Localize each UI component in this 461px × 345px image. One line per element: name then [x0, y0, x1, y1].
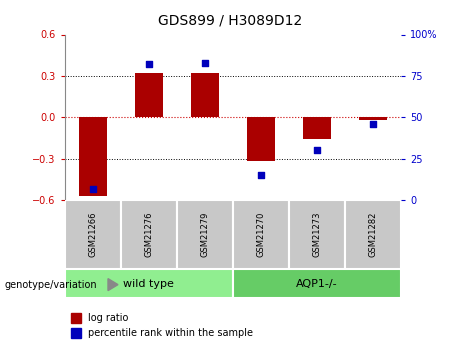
Bar	[71, 328, 82, 338]
Bar	[247, 117, 275, 161]
Point	[313, 148, 321, 153]
Text: GSM21266: GSM21266	[88, 212, 97, 257]
Bar	[191, 73, 219, 117]
Point	[369, 121, 377, 127]
Bar	[65, 269, 233, 298]
Bar	[177, 200, 233, 269]
Point	[145, 61, 152, 67]
Text: log ratio: log ratio	[88, 313, 129, 323]
Bar	[135, 73, 163, 117]
Point	[89, 186, 96, 191]
Bar	[233, 200, 289, 269]
Text: GSM21279: GSM21279	[200, 212, 209, 257]
Bar	[65, 200, 121, 269]
Text: wild type: wild type	[123, 279, 174, 289]
Text: GSM21270: GSM21270	[256, 212, 266, 257]
Bar	[359, 117, 387, 120]
Bar	[233, 269, 401, 298]
Text: GSM21282: GSM21282	[368, 212, 378, 257]
Point	[201, 60, 208, 66]
Text: genotype/variation: genotype/variation	[5, 280, 97, 289]
Text: percentile rank within the sample: percentile rank within the sample	[88, 328, 253, 338]
Bar	[121, 200, 177, 269]
Bar	[289, 200, 345, 269]
Text: AQP1-/-: AQP1-/-	[296, 279, 338, 289]
Bar	[303, 117, 331, 139]
Text: GSM21276: GSM21276	[144, 212, 153, 257]
Text: GSM21273: GSM21273	[313, 212, 321, 257]
Bar	[78, 117, 106, 196]
Bar	[71, 313, 82, 323]
Text: GDS899 / H3089D12: GDS899 / H3089D12	[159, 14, 302, 28]
Bar	[345, 200, 401, 269]
Polygon shape	[108, 279, 118, 290]
Point	[257, 172, 265, 178]
